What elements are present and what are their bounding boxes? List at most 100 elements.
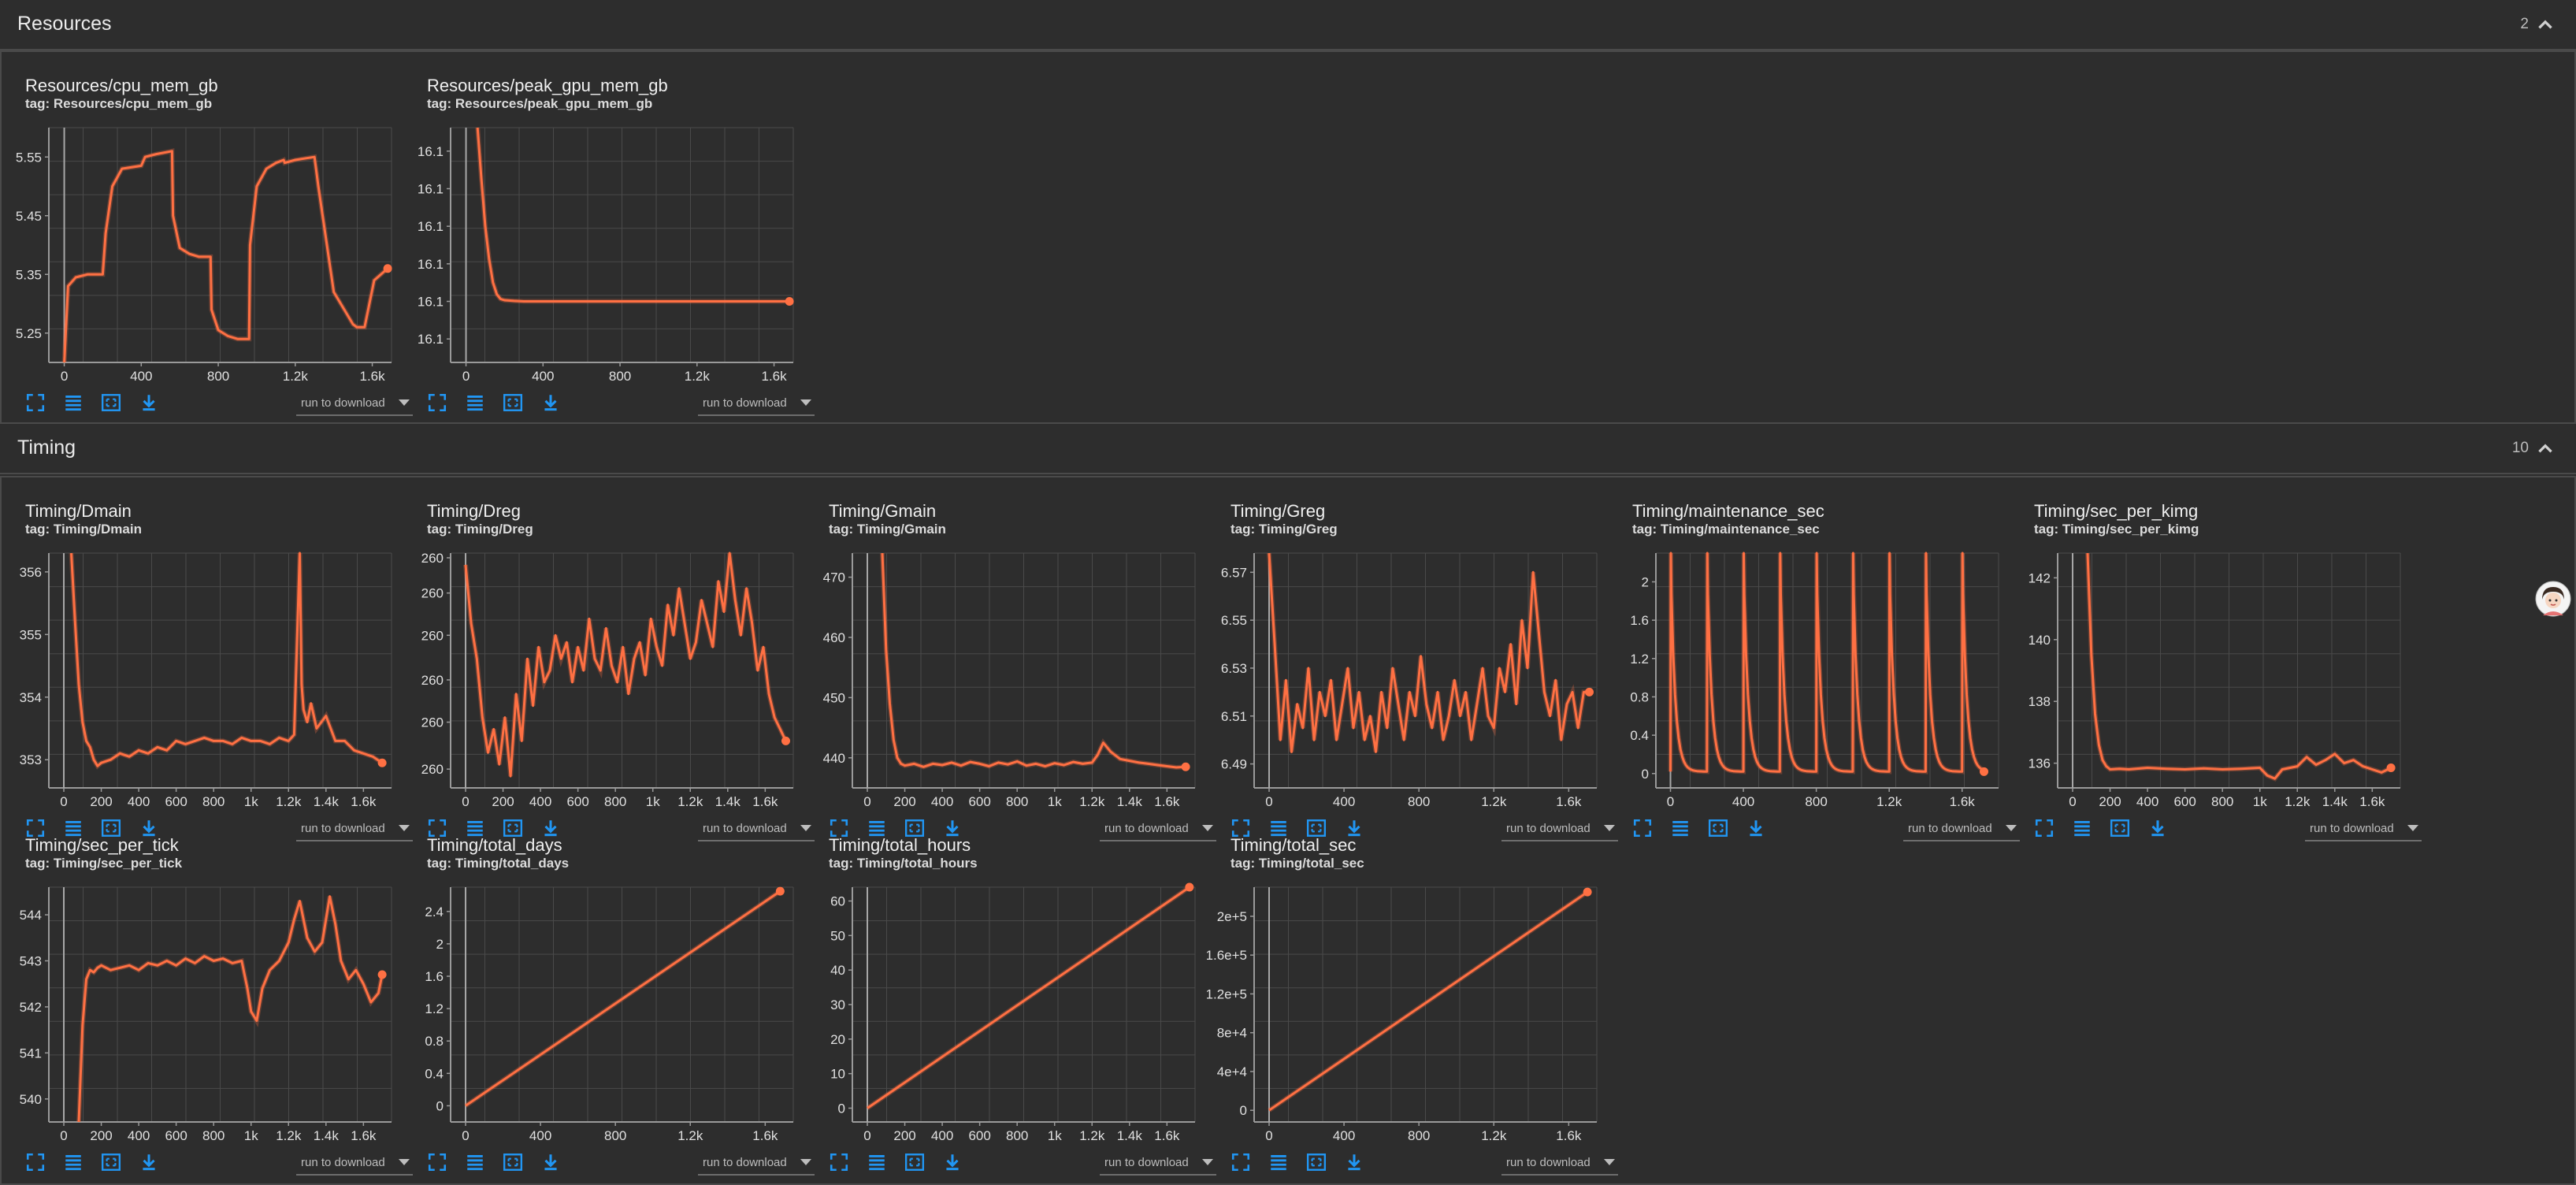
fit-domain-icon[interactable] <box>904 1152 928 1176</box>
fit-domain-icon[interactable] <box>503 392 526 416</box>
fit-domain-icon[interactable] <box>1708 818 1732 841</box>
fit-domain-icon[interactable] <box>101 392 124 416</box>
fullscreen-icon[interactable] <box>427 392 451 416</box>
x-tick-label: 1k <box>1048 794 1062 809</box>
fit-domain-icon[interactable] <box>2110 818 2133 841</box>
fullscreen-icon[interactable] <box>427 1152 451 1176</box>
x-tick-label: 0 <box>1265 794 1272 809</box>
download-icon[interactable] <box>942 818 966 841</box>
run-download-label: run to download <box>301 822 385 835</box>
download-icon[interactable] <box>540 1152 564 1176</box>
fit-domain-icon[interactable] <box>101 1152 124 1176</box>
run-download-select[interactable]: run to download <box>1501 1153 1618 1176</box>
y-tick-label: 60 <box>830 894 845 909</box>
last-point-marker <box>383 264 392 273</box>
line-chart[interactable]: 0 400 800 1.2k 1.6k 5.25 5.35 5.45 5.55 <box>2 118 395 390</box>
chart-card: Timing/Gmain tag: Timing/Gmain 0 200 400 600 8… <box>805 501 1216 841</box>
download-icon[interactable] <box>139 392 162 416</box>
avatar[interactable] <box>2535 581 2571 617</box>
run-download-select[interactable]: run to download <box>296 394 413 416</box>
list-icon[interactable] <box>867 1152 890 1176</box>
run-download-select[interactable]: run to download <box>1903 819 2020 841</box>
download-icon[interactable] <box>2147 818 2171 841</box>
line-chart[interactable]: 0 400 800 1.2k 1.6k 0 4e+4 8e+4 1.2e+5 1.6e+5 2e+5 <box>1207 878 1601 1150</box>
line-chart[interactable]: 0 400 800 1.2k 1.6k 0 0.4 0.8 1.2 1.6 2 2.4 <box>403 878 797 1150</box>
line-chart[interactable]: 0 400 800 1.2k 1.6k 16.1 16.1 16.1 16.1 16.1 16.1 <box>403 118 797 390</box>
fit-domain-icon[interactable] <box>1306 1152 1330 1176</box>
grid <box>450 127 794 363</box>
list-icon[interactable] <box>63 1152 87 1176</box>
x-tick-label: 0 <box>462 794 469 809</box>
card-tag: tag: Timing/total_sec <box>1230 856 1364 871</box>
download-icon[interactable] <box>139 818 162 841</box>
line-chart[interactable]: 0 200 400 600 800 1k 1.2k 1.4k 1.6k 0 10 20 30 40 50 60 <box>805 878 1199 1150</box>
x-tick-label: 1.2k <box>1079 1128 1105 1143</box>
fullscreen-icon[interactable] <box>25 818 49 841</box>
list-icon[interactable] <box>465 1152 488 1176</box>
fullscreen-icon[interactable] <box>829 1152 852 1176</box>
download-icon[interactable] <box>1746 818 1769 841</box>
fullscreen-icon[interactable] <box>1632 818 1656 841</box>
download-icon[interactable] <box>1344 1152 1368 1176</box>
list-icon[interactable] <box>2072 818 2095 841</box>
run-download-select[interactable]: run to download <box>296 1153 413 1176</box>
list-icon[interactable] <box>465 392 488 416</box>
dropdown-caret-icon <box>399 1159 410 1165</box>
fullscreen-icon[interactable] <box>2034 818 2058 841</box>
list-icon[interactable] <box>867 818 890 841</box>
dropdown-caret-icon <box>1604 1159 1615 1165</box>
run-download-select[interactable]: run to download <box>698 394 815 416</box>
download-icon[interactable] <box>540 392 564 416</box>
list-icon[interactable] <box>465 818 488 841</box>
download-icon[interactable] <box>139 1152 162 1176</box>
x-tick-label: 800 <box>604 794 626 809</box>
y-tick-label: 16.1 <box>418 181 444 196</box>
run-download-select[interactable]: run to download <box>698 819 815 841</box>
line-chart[interactable]: 0 200 400 600 800 1k 1.2k 1.4k 1.6k 136 138 140 142 <box>2010 544 2404 815</box>
fit-domain-icon[interactable] <box>101 818 124 841</box>
card-controls: run to download <box>427 392 815 418</box>
x-tick-label: 1k <box>2253 794 2267 809</box>
run-download-select[interactable]: run to download <box>296 819 413 841</box>
run-download-select[interactable]: run to download <box>1100 1153 1216 1176</box>
list-icon[interactable] <box>1268 1152 1292 1176</box>
run-download-select[interactable]: run to download <box>698 1153 815 1176</box>
fullscreen-icon[interactable] <box>427 818 451 841</box>
list-icon[interactable] <box>1670 818 1694 841</box>
fit-domain-icon[interactable] <box>904 818 928 841</box>
list-icon[interactable] <box>63 818 87 841</box>
fullscreen-icon[interactable] <box>25 1152 49 1176</box>
fullscreen-icon[interactable] <box>1230 818 1254 841</box>
run-download-select[interactable]: run to download <box>1501 819 1618 841</box>
line-chart[interactable]: 0 400 800 1.2k 1.6k 6.49 6.51 6.53 6.55 6.57 <box>1207 544 1601 815</box>
x-tick-label: 1.4k <box>715 794 741 809</box>
dropdown-caret-icon <box>399 825 410 831</box>
chevron-up-icon[interactable] <box>2535 14 2556 35</box>
fit-domain-icon[interactable] <box>503 1152 526 1176</box>
section-header-timing[interactable]: Timing 10 <box>0 424 2576 474</box>
fullscreen-icon[interactable] <box>25 392 49 416</box>
section-header-resources[interactable]: Resources 2 <box>0 0 2576 50</box>
fit-domain-icon[interactable] <box>503 818 526 841</box>
line-chart[interactable]: 0 200 400 600 800 1k 1.2k 1.4k 1.6k 353 354 355 356 <box>2 544 395 815</box>
y-tick-label: 2.4 <box>425 905 444 919</box>
run-download-select[interactable]: run to download <box>1100 819 1216 841</box>
list-icon[interactable] <box>63 392 87 416</box>
download-icon[interactable] <box>1344 818 1368 841</box>
line-chart[interactable]: 0 200 400 600 800 1k 1.2k 1.4k 1.6k 540 541 542 543 5… <box>2 878 395 1150</box>
fullscreen-icon[interactable] <box>829 818 852 841</box>
line-chart[interactable]: 0 200 400 600 800 1k 1.2k 1.4k 1.6k 260 260 260 260 2… <box>403 544 797 815</box>
list-icon[interactable] <box>1268 818 1292 841</box>
fullscreen-icon[interactable] <box>1230 1152 1254 1176</box>
line-chart[interactable]: 0 200 400 600 800 1k 1.2k 1.4k 1.6k 440 450 460 470 <box>805 544 1199 815</box>
chevron-up-icon[interactable] <box>2535 438 2556 459</box>
download-icon[interactable] <box>540 818 564 841</box>
download-icon[interactable] <box>942 1152 966 1176</box>
raw-series-line <box>475 127 790 304</box>
run-download-select[interactable]: run to download <box>2305 819 2422 841</box>
y-tick-label: 450 <box>823 690 845 705</box>
x-tick-label: 1.4k <box>314 794 340 809</box>
fit-domain-icon[interactable] <box>1306 818 1330 841</box>
run-download-label: run to download <box>301 1156 385 1169</box>
line-chart[interactable]: 0 400 800 1.2k 1.6k 0 0.4 0.8 1.2 1.6 2 <box>1609 544 2003 815</box>
